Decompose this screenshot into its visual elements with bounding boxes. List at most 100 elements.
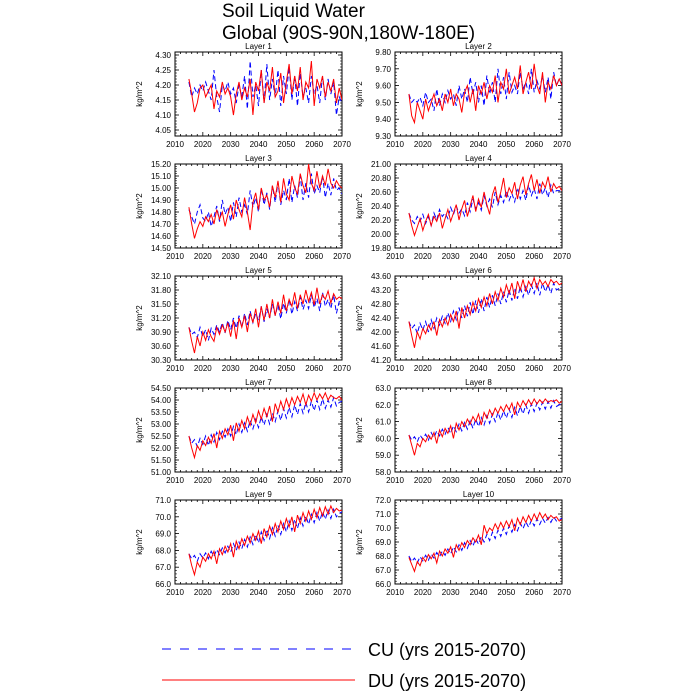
y-tick-label: 71.0 (375, 510, 391, 519)
y-tick-label: 54.00 (151, 396, 172, 405)
chart-panel-3: Layer 3 kg/m^2 2010 2020 2030 2040 2050 2060 207… (135, 154, 351, 261)
y-tick-label: 43.20 (371, 286, 392, 295)
x-tick-label: 2020 (414, 588, 432, 597)
x-tick-label: 2070 (553, 476, 571, 485)
y-tick-label: 15.20 (151, 160, 172, 169)
x-tick-label: 2010 (386, 364, 404, 373)
x-tick-label: 2010 (386, 140, 404, 149)
y-tick-label: 68.0 (155, 546, 171, 555)
x-tick-label: 2040 (250, 252, 268, 261)
x-tick-label: 2060 (305, 140, 323, 149)
x-tick-label: 2040 (470, 476, 488, 485)
x-tick-label: 2030 (222, 364, 240, 373)
y-tick-label: 42.80 (371, 300, 392, 309)
x-tick-label: 2010 (166, 476, 184, 485)
y-tick-label: 31.80 (151, 286, 172, 295)
panel-title: Layer 3 (245, 154, 272, 163)
panel-title: Layer 5 (245, 266, 272, 275)
plot-frame (394, 51, 563, 137)
y-tick-label: 19.80 (371, 244, 392, 253)
y-tick-label: 41.60 (371, 342, 392, 351)
y-tick-label: 14.90 (151, 196, 172, 205)
y-tick-label: 69.0 (375, 538, 391, 547)
series-line-du (188, 164, 342, 239)
y-tick-label: 14.70 (151, 220, 172, 229)
series-line-cu (408, 399, 562, 443)
panel-title: Layer 8 (465, 378, 492, 387)
series-line-cu (188, 60, 342, 116)
x-tick-label: 2050 (277, 476, 295, 485)
x-tick-label: 2060 (305, 588, 323, 597)
x-tick-label: 2060 (525, 252, 543, 261)
y-tick-label: 9.70 (375, 65, 391, 74)
x-tick-label: 2050 (497, 476, 515, 485)
y-axis-label: kg/m^2 (135, 417, 144, 443)
x-tick-label: 2040 (470, 252, 488, 261)
legend-label-du: DU (yrs 2015-2070) (368, 671, 526, 691)
x-tick-label: 2020 (414, 364, 432, 373)
x-tick-label: 2010 (166, 140, 184, 149)
y-tick-label: 9.60 (375, 82, 391, 91)
series-line-du (188, 391, 342, 460)
x-tick-label: 2030 (222, 476, 240, 485)
x-tick-label: 2070 (333, 252, 351, 261)
y-tick-label: 9.50 (375, 98, 391, 107)
chart-panel-8: Layer 8 kg/m^2 2010 2020 2030 2040 2050 2060 207… (355, 378, 571, 485)
chart-panels: Layer 1 kg/m^2 2010 2020 2030 2040 2050 2060 207… (135, 42, 571, 597)
y-tick-label: 61.0 (375, 418, 391, 427)
series-line-cu (188, 292, 342, 341)
series-line-du (408, 276, 562, 348)
chart-panel-4: Layer 4 kg/m^2 2010 2020 2030 2040 2050 2060 207… (355, 154, 571, 261)
y-tick-label: 41.20 (371, 356, 392, 365)
y-tick-label: 54.50 (151, 384, 172, 393)
y-tick-label: 62.0 (375, 401, 391, 410)
x-tick-label: 2010 (386, 476, 404, 485)
x-tick-label: 2030 (442, 476, 460, 485)
x-tick-label: 2030 (442, 364, 460, 373)
x-tick-label: 2030 (222, 588, 240, 597)
x-tick-label: 2030 (442, 140, 460, 149)
y-tick-label: 30.90 (151, 328, 172, 337)
y-tick-label: 9.30 (375, 132, 391, 141)
y-tick-label: 51.50 (151, 456, 172, 465)
series-line-cu (408, 183, 562, 228)
y-tick-label: 52.00 (151, 444, 172, 453)
legend-label-cu: CU (yrs 2015-2070) (368, 640, 526, 660)
y-tick-label: 63.0 (375, 384, 391, 393)
y-tick-label: 70.0 (155, 513, 171, 522)
x-tick-label: 2020 (194, 588, 212, 597)
y-tick-label: 9.40 (375, 115, 391, 124)
y-tick-label: 67.0 (155, 563, 171, 572)
x-tick-label: 2070 (553, 140, 571, 149)
panel-title: Layer 2 (465, 42, 492, 51)
chart-panel-2: Layer 2 kg/m^2 2010 2020 2030 2040 2050 2060 207… (355, 42, 571, 149)
x-tick-label: 2050 (277, 364, 295, 373)
x-tick-label: 2050 (277, 588, 295, 597)
series-line-cu (408, 281, 562, 336)
y-tick-label: 69.0 (155, 530, 171, 539)
series-line-du (188, 287, 342, 354)
x-tick-label: 2040 (250, 588, 268, 597)
y-tick-label: 42.00 (371, 328, 392, 337)
x-tick-label: 2070 (333, 588, 351, 597)
series-line-du (408, 397, 562, 456)
y-tick-label: 4.30 (155, 51, 171, 60)
y-tick-label: 14.60 (151, 232, 172, 241)
y-tick-label: 31.50 (151, 300, 172, 309)
x-tick-label: 2050 (277, 140, 295, 149)
x-tick-label: 2030 (442, 588, 460, 597)
y-tick-label: 53.50 (151, 408, 172, 417)
x-tick-label: 2010 (166, 252, 184, 261)
x-tick-label: 2040 (470, 588, 488, 597)
y-tick-label: 51.00 (151, 468, 172, 477)
x-tick-label: 2020 (194, 252, 212, 261)
x-tick-label: 2010 (166, 364, 184, 373)
y-tick-label: 14.80 (151, 208, 172, 217)
plot-frame (394, 499, 563, 585)
chart-panel-6: Layer 6 kg/m^2 2010 2020 2030 2040 2050 2060 207… (355, 266, 571, 373)
x-tick-label: 2060 (305, 364, 323, 373)
y-tick-label: 21.00 (371, 160, 392, 169)
chart-panel-10: Layer 10 kg/m^2 2010 2020 2030 2040 2050 2060 20… (355, 490, 571, 597)
x-tick-label: 2070 (333, 476, 351, 485)
